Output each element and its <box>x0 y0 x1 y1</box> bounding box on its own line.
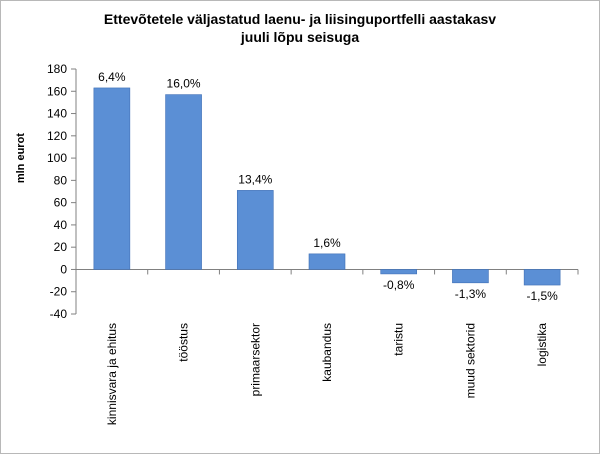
category-label-2: tööstus <box>177 323 191 362</box>
chart-bars <box>93 87 561 286</box>
category-label-3: primaarsektor <box>248 323 262 396</box>
y-axis-title: mln eurot <box>15 133 27 183</box>
bar-2 <box>165 94 202 270</box>
category-label-6: muud sektorid <box>463 323 477 398</box>
data-label-7: -1,5% <box>526 289 558 303</box>
y-tick-label: 140 <box>47 107 67 121</box>
chart-title: Ettevõtetele väljastatud laenu- ja liisi… <box>0 10 600 46</box>
category-label-1: kinnisvara ja ehitus <box>105 323 119 425</box>
bar-7 <box>523 269 561 286</box>
data-label-4: 1,6% <box>313 236 341 250</box>
y-tick-label: -40 <box>50 307 68 321</box>
y-tick-label: 0 <box>60 262 67 276</box>
chart-title-line-2: juuli lõpu seisuga <box>240 29 360 45</box>
data-label-5: -0,8% <box>383 278 415 292</box>
y-tick-label: 80 <box>54 173 68 187</box>
y-tick-label: 60 <box>54 196 68 210</box>
bar-5 <box>380 269 418 275</box>
chart-labels: 6,4% kinnisvara ja ehitus 16,0% tööstus 13,4… <box>98 70 558 425</box>
bar-6 <box>452 269 489 284</box>
y-tick-label: -20 <box>50 285 68 299</box>
y-tick-label: 120 <box>47 129 67 143</box>
data-label-6: -1,3% <box>455 287 487 301</box>
data-label-3: 13,4% <box>238 172 272 186</box>
y-tick-label: 100 <box>47 151 67 165</box>
bar-3 <box>236 190 274 270</box>
chart-title-line-1: Ettevõtetele väljastatud laenu- ja liisi… <box>103 11 497 27</box>
data-label-1: 6,4% <box>98 70 126 84</box>
y-tick-label: 180 <box>47 62 67 76</box>
category-label-5: taristu <box>392 323 406 356</box>
data-label-2: 16,0% <box>167 77 201 91</box>
bar-1 <box>93 87 131 270</box>
category-label-7: logistika <box>535 323 549 367</box>
y-tick-label: 20 <box>54 240 68 254</box>
bar-4 <box>308 253 346 270</box>
y-tick-label: 40 <box>54 218 68 232</box>
y-tick-label: 160 <box>47 84 67 98</box>
category-label-4: kaubandus <box>320 323 334 382</box>
chart-axes: 180 160 140 120 100 80 60 40 20 0 -20 -40 mln eurot <box>15 62 579 321</box>
